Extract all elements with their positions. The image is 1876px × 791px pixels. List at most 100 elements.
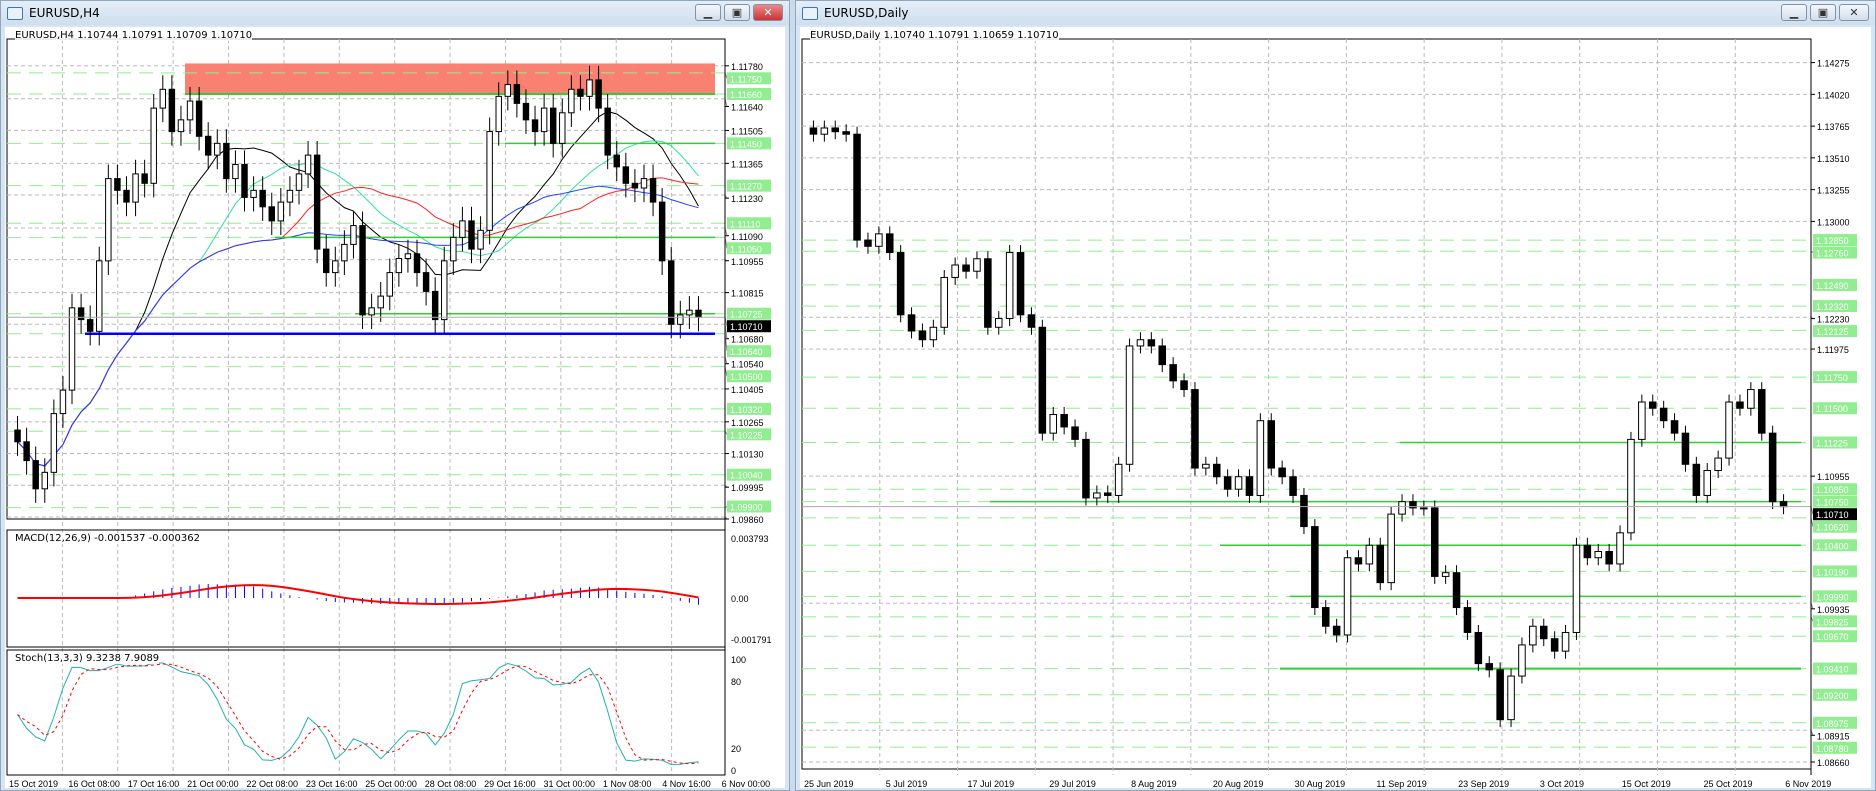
minimize-button[interactable]: ▁ bbox=[695, 4, 721, 21]
candle-body bbox=[1420, 507, 1428, 510]
maximize-button[interactable]: ▣ bbox=[724, 4, 750, 21]
candle-body bbox=[1539, 625, 1548, 640]
candle-body bbox=[132, 173, 139, 203]
maximize-button[interactable]: ▣ bbox=[1810, 4, 1836, 21]
candle-body bbox=[1463, 607, 1472, 633]
candle-body bbox=[586, 79, 593, 97]
price-axis-label: 1.09935 bbox=[1817, 605, 1850, 615]
candle-body bbox=[1703, 470, 1712, 496]
candle-body bbox=[1507, 675, 1515, 721]
candle-body bbox=[604, 107, 611, 156]
candle-body bbox=[150, 107, 157, 184]
candle-body bbox=[1572, 544, 1581, 633]
close-button[interactable]: ✕ bbox=[1839, 4, 1869, 21]
candle-body bbox=[1594, 550, 1603, 559]
date-axis-label: 31 Oct 00:00 bbox=[543, 779, 595, 789]
date-axis-label: 28 Oct 08:00 bbox=[425, 779, 477, 789]
candle-body bbox=[1125, 345, 1134, 465]
right-chart-window[interactable]: EURUSD,Daily ▁ ▣ ✕ 1.14275 1.14020 1.13765 1.… bbox=[795, 0, 1876, 791]
date-axis-label: 17 Oct 16:00 bbox=[128, 779, 180, 789]
left-chart-area[interactable]: 1.11780 1.11750 1.11660 1.11640 1.11505 1.114… bbox=[5, 27, 787, 790]
candle-body bbox=[1093, 492, 1101, 499]
level-label-bg bbox=[727, 72, 771, 85]
level-label-bg bbox=[727, 217, 771, 230]
current-price-label: 1.10710 bbox=[1816, 510, 1849, 520]
candle-body bbox=[241, 164, 248, 198]
level-label: 1.11450 bbox=[730, 139, 762, 149]
level-label: 1.09900 bbox=[730, 503, 763, 513]
date-axis-label: 22 Oct 08:00 bbox=[247, 779, 299, 789]
right-chart-area[interactable]: 1.14275 1.14020 1.13765 1.13510 1.13255 1.130… bbox=[800, 27, 1873, 790]
level-label: 1.10640 bbox=[730, 347, 763, 357]
close-button[interactable]: ✕ bbox=[753, 4, 783, 21]
candle-body bbox=[1692, 463, 1701, 496]
current-price-bg bbox=[1813, 508, 1857, 521]
level-label-bg bbox=[727, 242, 771, 255]
level-label: 1.12760 bbox=[1816, 249, 1849, 259]
date-axis-label: 25 Oct 2019 bbox=[1703, 779, 1752, 789]
candle-body bbox=[114, 178, 121, 191]
minimize-button[interactable]: ▁ bbox=[1781, 4, 1807, 21]
candle-body bbox=[1398, 501, 1406, 515]
level-label: 1.10850 bbox=[1816, 485, 1849, 495]
candle-body bbox=[1212, 463, 1221, 478]
candle-body bbox=[1016, 252, 1025, 316]
left-window-titlebar[interactable]: EURUSD,H4 ▁ ▣ ✕ bbox=[1, 1, 789, 25]
candle-body bbox=[1714, 457, 1722, 472]
candle-body bbox=[677, 314, 684, 325]
candle-body bbox=[951, 264, 959, 278]
candle-body bbox=[549, 107, 557, 144]
level-label: 1.11500 bbox=[1816, 404, 1848, 414]
candle-body bbox=[1103, 492, 1112, 496]
date-axis-label: 25 Jun 2019 bbox=[804, 779, 854, 789]
candle-body bbox=[368, 307, 375, 316]
date-axis-label: 30 Aug 2019 bbox=[1295, 779, 1346, 789]
candle-body bbox=[1114, 463, 1123, 496]
date-axis-label: 5 Jul 2019 bbox=[886, 779, 928, 789]
candle-body bbox=[1452, 572, 1461, 609]
stoch-label: Stoch(13,3,3) 9.3238 7.9089 bbox=[15, 653, 160, 664]
candle-body bbox=[1278, 467, 1286, 478]
left-chart-window[interactable]: EURUSD,H4 ▁ ▣ ✕ 1.11780 1.11750 1.11660 1.116… bbox=[0, 0, 790, 791]
level-label: 1.10750 bbox=[1816, 498, 1849, 508]
stoch-main-line bbox=[17, 662, 699, 765]
date-axis-label: 23 Oct 16:00 bbox=[306, 779, 358, 789]
level-label: 1.11270 bbox=[730, 182, 762, 192]
price-axis-label: 1.14275 bbox=[1817, 59, 1850, 69]
candle-body bbox=[695, 309, 702, 318]
candle-body bbox=[332, 260, 339, 274]
candle-body bbox=[195, 100, 203, 137]
date-axis-label: 15 Oct 2019 bbox=[9, 779, 58, 789]
left-chart-canvas[interactable]: 1.11780 1.11750 1.11660 1.11640 1.11505 1.114… bbox=[5, 27, 787, 790]
right-window-titlebar[interactable]: EURUSD,Daily ▁ ▣ ✕ bbox=[796, 1, 1875, 25]
candle-body bbox=[1332, 625, 1341, 636]
right-chart-canvas[interactable]: 1.14275 1.14020 1.13765 1.13510 1.13255 1.130… bbox=[800, 27, 1873, 790]
level-label-bg bbox=[727, 370, 771, 383]
candle-body bbox=[1779, 501, 1788, 508]
level-label-bg bbox=[727, 137, 771, 150]
level-label: 1.11750 bbox=[730, 74, 762, 84]
level-label-bg bbox=[1813, 520, 1857, 533]
candle-body bbox=[1583, 544, 1592, 559]
candle-body bbox=[640, 178, 648, 189]
candle-body bbox=[577, 88, 584, 97]
price-axis-label: 1.10540 bbox=[731, 360, 764, 370]
candle-body bbox=[973, 258, 981, 272]
price-axis-label: 1.11090 bbox=[731, 232, 763, 242]
candle-body bbox=[1518, 644, 1526, 677]
level-label: 1.09410 bbox=[1816, 665, 1849, 675]
date-axis-label: 3 Oct 2019 bbox=[1540, 779, 1584, 789]
candle-body bbox=[450, 236, 457, 262]
stoch-signal-line bbox=[17, 663, 699, 765]
level-label-bg bbox=[1813, 688, 1857, 701]
candle-body bbox=[940, 276, 949, 328]
candle-body bbox=[864, 239, 872, 247]
stoch-axis-label: 0 bbox=[731, 766, 736, 776]
price-axis-label: 1.09860 bbox=[731, 515, 764, 525]
level-label: 1.10400 bbox=[1816, 541, 1849, 551]
moving-average-fast bbox=[17, 110, 699, 467]
date-axis-label: 16 Oct 08:00 bbox=[68, 779, 120, 789]
candle-body bbox=[1191, 389, 1199, 469]
price-axis-label: 1.11640 bbox=[731, 103, 763, 113]
candle-body bbox=[404, 253, 412, 260]
